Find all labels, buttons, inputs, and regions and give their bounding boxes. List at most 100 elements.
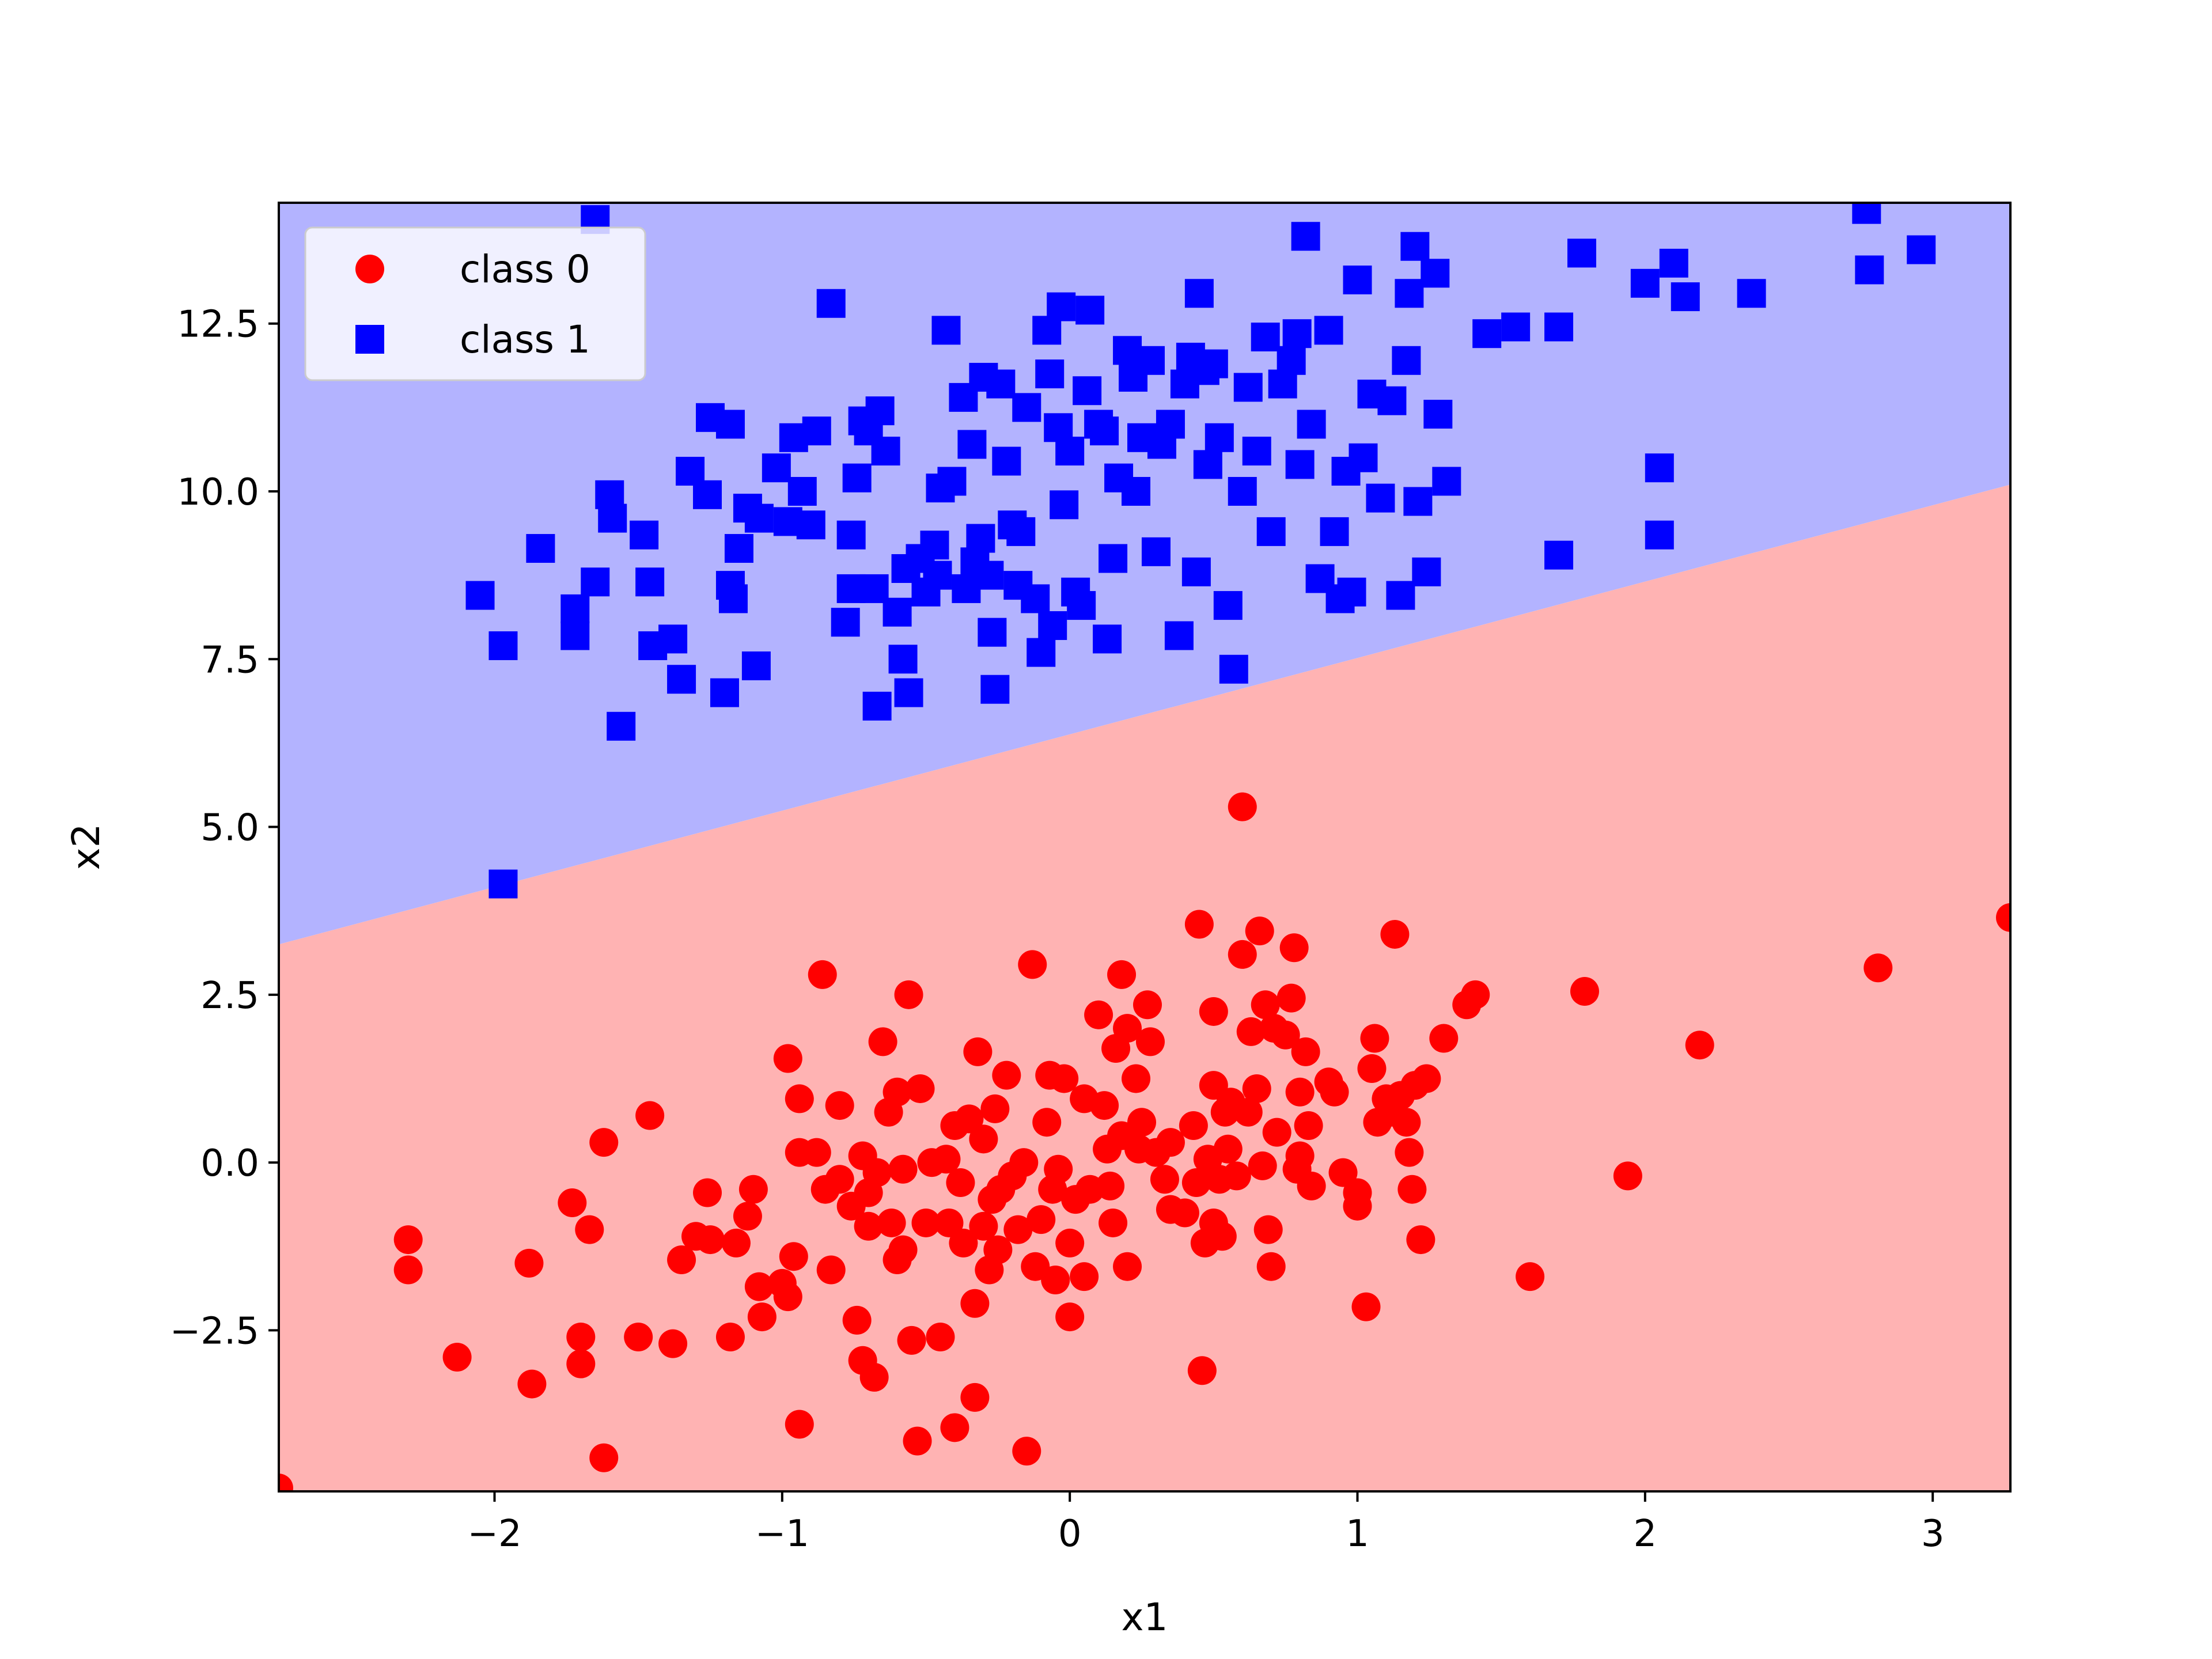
- class-0-point-176: [1570, 976, 1599, 1006]
- class-1-point-56: [957, 430, 987, 459]
- class-1-point-81: [1075, 296, 1105, 325]
- class-0-point-67: [960, 1289, 990, 1318]
- class-0-point-64: [946, 1168, 975, 1198]
- class-0-point-178: [1685, 1031, 1714, 1060]
- y-tick-label-2: 2.5: [200, 975, 259, 1017]
- class-0-point-137: [1245, 916, 1274, 946]
- class-0-point-109: [1127, 1108, 1157, 1137]
- class-1-point-29: [787, 476, 817, 506]
- class-0-point-23: [744, 1272, 774, 1301]
- class-0-point-166: [1392, 1108, 1421, 1137]
- class-0-point-111: [1135, 1027, 1165, 1056]
- class-1-point-8: [598, 503, 627, 533]
- data-points: [279, 203, 2010, 1491]
- class-0-point-143: [1262, 1118, 1291, 1147]
- class-1-point-2: [526, 534, 555, 563]
- class-1-point-80: [1073, 376, 1102, 406]
- class-1-point-14: [667, 665, 696, 694]
- class-0-point-57: [911, 1208, 941, 1237]
- x-tick-label-4: 2: [1633, 1513, 1657, 1555]
- legend-label-class-1: class 1: [460, 317, 590, 362]
- class-0-point-2: [393, 1225, 423, 1255]
- class-1-point-83: [1090, 416, 1119, 446]
- class-0-point-114: [1156, 1128, 1185, 1157]
- class-0-point-141: [1256, 1252, 1286, 1281]
- class-1-point-1: [488, 631, 518, 660]
- class-0-point-154: [1320, 1077, 1349, 1107]
- x-tick-label-5: 3: [1921, 1513, 1945, 1555]
- class-0-point-53: [894, 980, 923, 1009]
- class-1-point-110: [1256, 517, 1286, 546]
- class-0-point-103: [1107, 960, 1137, 989]
- class-0-point-0: [279, 1474, 293, 1491]
- class-0-point-157: [1343, 1191, 1372, 1221]
- class-1-point-126: [1366, 483, 1395, 513]
- class-1-point-148: [1852, 203, 1881, 224]
- class-0-point-54: [897, 1325, 926, 1355]
- class-1-point-76: [1050, 490, 1079, 520]
- legend-box: [304, 226, 646, 381]
- class-1-point-62: [980, 675, 1010, 704]
- class-0-point-5: [517, 1369, 547, 1399]
- class-0-point-174: [1461, 980, 1490, 1009]
- class-0-point-9: [575, 1215, 604, 1244]
- y-tick-label-6: 12.5: [177, 304, 260, 346]
- class-0-point-13: [635, 1101, 665, 1130]
- y-tick-label-4: 7.5: [200, 639, 259, 681]
- class-0-point-177: [1613, 1161, 1642, 1191]
- class-0-point-52: [888, 1154, 918, 1184]
- class-0-point-150: [1291, 1037, 1320, 1066]
- class-0-point-151: [1294, 1111, 1323, 1141]
- class-1-point-50: [923, 560, 952, 590]
- class-0-point-167: [1395, 1138, 1424, 1167]
- y-tick-label-1: 0.0: [200, 1142, 259, 1185]
- class-1-point-25: [741, 651, 771, 680]
- class-0-point-119: [1184, 910, 1214, 939]
- class-1-point-102: [1199, 349, 1228, 378]
- class-1-point-114: [1285, 450, 1315, 479]
- class-0-point-48: [877, 1208, 906, 1237]
- class-1-point-73: [1038, 611, 1067, 641]
- class-0-point-105: [1113, 1014, 1142, 1043]
- class-1-point-77: [1055, 437, 1085, 466]
- class-1-point-22: [724, 534, 753, 563]
- class-1-point-115: [1291, 222, 1320, 251]
- x-axis: −2 −1 0 1 2 3: [467, 1491, 1945, 1555]
- class-1-point-131: [1400, 232, 1430, 261]
- class-0-point-129: [1213, 1134, 1243, 1164]
- class-0-point-155: [1328, 1158, 1358, 1187]
- class-1-point-42: [871, 437, 900, 466]
- class-0-point-12: [624, 1323, 653, 1352]
- class-0-point-11: [589, 1443, 619, 1472]
- class-1-point-5: [560, 621, 590, 650]
- class-0-point-22: [738, 1175, 768, 1204]
- class-1-point-135: [1423, 400, 1453, 429]
- class-0-point-42: [854, 1211, 883, 1241]
- class-0-point-28: [779, 1242, 808, 1271]
- class-0-point-44: [859, 1362, 889, 1392]
- class-1-point-94: [1156, 410, 1185, 439]
- class-1-point-79: [1067, 591, 1096, 620]
- class-0-point-139: [1251, 990, 1280, 1020]
- class-1-point-31: [802, 416, 831, 446]
- class-0-point-70: [969, 1124, 998, 1154]
- class-0-point-140: [1253, 1215, 1283, 1244]
- class-0-point-127: [1207, 1222, 1237, 1251]
- class-0-point-175: [1516, 1262, 1545, 1291]
- class-1-point-33: [831, 608, 860, 637]
- class-0-point-144: [1271, 1020, 1300, 1050]
- class-1-point-43: [882, 597, 912, 627]
- class-0-point-92: [1055, 1228, 1085, 1257]
- class-1-point-40: [862, 691, 892, 721]
- class-1-point-0: [465, 581, 495, 610]
- class-0-point-117: [1179, 1111, 1208, 1141]
- class-1-point-89: [1122, 476, 1151, 506]
- y-tick-label-5: 10.0: [177, 471, 260, 514]
- class-0-point-80: [1009, 1148, 1039, 1177]
- class-0-point-68: [960, 1382, 990, 1412]
- class-1-point-129: [1392, 346, 1421, 375]
- class-0-point-179: [1863, 953, 1893, 983]
- class-0-point-89: [1044, 1154, 1073, 1184]
- class-1-point-75: [1047, 292, 1076, 321]
- class-1-point-67: [1006, 517, 1036, 546]
